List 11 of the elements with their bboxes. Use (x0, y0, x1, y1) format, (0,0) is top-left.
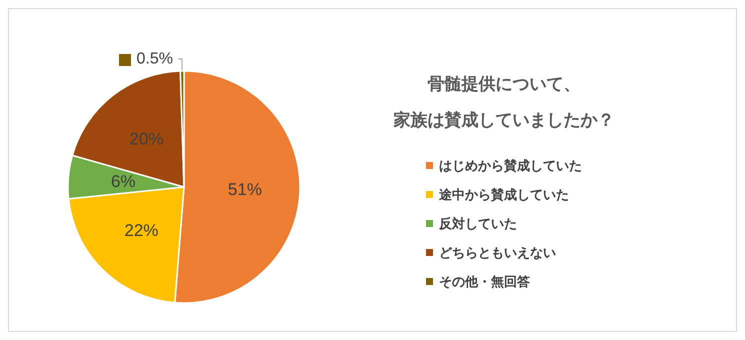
data-label: 0.5% (136, 50, 173, 68)
data-label: 20% (129, 129, 164, 148)
legend-label: 反対していた (438, 216, 517, 231)
text: 骨髄提供について、家族は賛成していましたか？ (392, 74, 614, 130)
data-label: 22% (124, 221, 158, 240)
legend-label: その他・無回答 (439, 274, 530, 289)
data-label: 51% (228, 180, 262, 199)
data-label: 6% (110, 172, 136, 192)
legend-label: どちらともいえない (439, 245, 556, 260)
legend-label: はじめから賛成していた (439, 158, 582, 173)
legend-label: 途中から賛成していた (438, 187, 569, 202)
